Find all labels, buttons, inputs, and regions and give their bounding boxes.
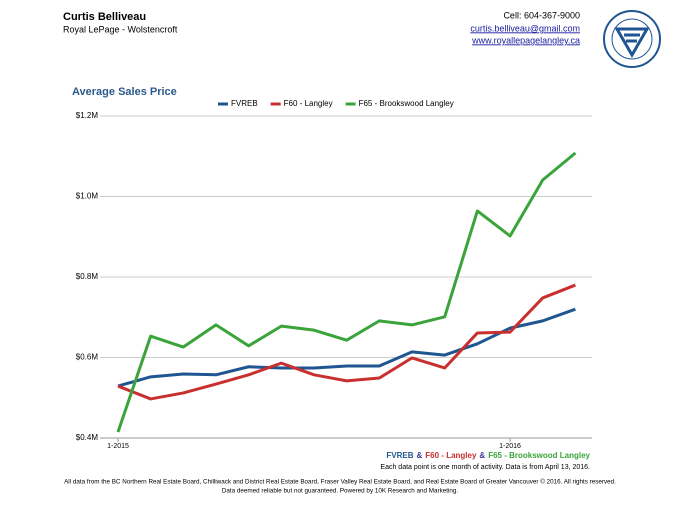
chart-title: Average Sales Price — [72, 86, 177, 98]
y-tick-label: $1.0M — [76, 192, 99, 201]
bottom-legend-item: F60 - Langley — [425, 451, 477, 460]
website[interactable]: www.royallepagelangley.ca — [471, 35, 580, 45]
legend-label: FVREB — [231, 99, 258, 108]
series-line — [116, 151, 577, 433]
legend-label: F60 - Langley — [284, 99, 333, 108]
x-tick-label: 1-2015 — [107, 443, 129, 450]
bottom-legend-item: F65 - Brookswood Langley — [488, 451, 590, 460]
y-tick-label: $0.8M — [76, 272, 99, 281]
cell: Cell: 604-367-9000 — [503, 10, 580, 20]
footer-line: Data deemed reliable but not guaranteed.… — [222, 488, 459, 495]
logo — [603, 10, 661, 68]
bottom-legend-item: & — [479, 451, 485, 460]
series-line — [117, 307, 576, 388]
series-line — [117, 283, 576, 401]
note: Each data point is one month of activity… — [380, 464, 590, 471]
bottom-legend-item: FVREB — [386, 451, 413, 460]
y-tick-label: $0.4M — [76, 433, 99, 442]
y-tick-label: $1.2M — [76, 111, 99, 120]
legend-label: F65 - Brookswood Langley — [359, 99, 454, 108]
x-tick-label: 1-2016 — [499, 443, 521, 450]
email[interactable]: curtis.belliveau@gmail.com — [470, 23, 580, 33]
bottom-legend-item: & — [417, 451, 423, 460]
agent-name: Curtis Belliveau — [63, 11, 146, 23]
company: Royal LePage - Wolstencroft — [63, 24, 178, 34]
footer-line: All data from the BC Northern Real Estat… — [64, 478, 616, 486]
y-tick-label: $0.6M — [76, 353, 99, 362]
